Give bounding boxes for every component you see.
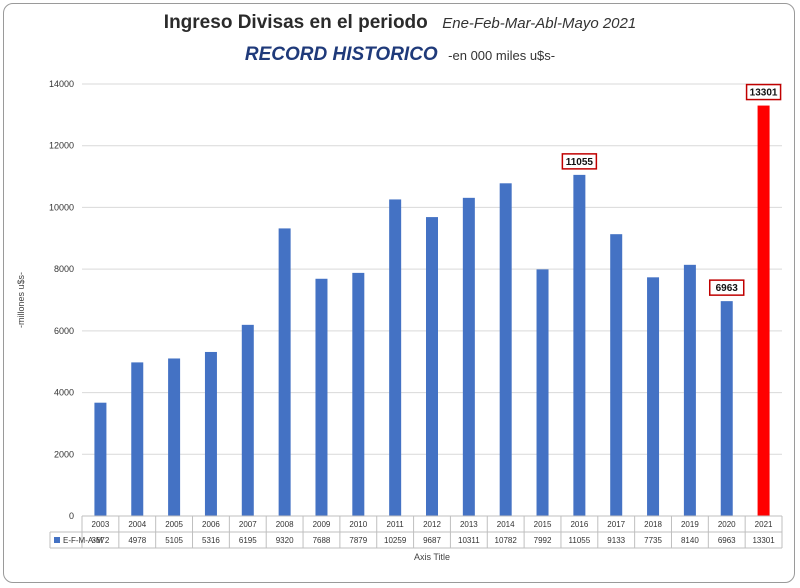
bar-2021 bbox=[757, 105, 770, 516]
y-tick-label: 2000 bbox=[54, 449, 74, 459]
callout-box-2021 bbox=[745, 83, 782, 101]
data-label: 8140 bbox=[681, 536, 699, 545]
data-label: 6195 bbox=[239, 536, 257, 545]
bar-2015 bbox=[536, 269, 549, 516]
x-tick-label: 2018 bbox=[644, 520, 662, 529]
data-label: 10259 bbox=[384, 536, 407, 545]
x-axis-title: Axis Title bbox=[414, 552, 450, 562]
x-tick-label: 2011 bbox=[387, 520, 405, 529]
x-tick-label: 2017 bbox=[607, 520, 625, 529]
x-tick-label: 2006 bbox=[202, 520, 220, 529]
series-name: E-F-M-A-M bbox=[63, 536, 103, 545]
x-tick-label: 2007 bbox=[239, 520, 257, 529]
bar-2013 bbox=[462, 197, 475, 516]
chart-title-line: Ingreso Divisas en el periodo Ene-Feb-Ma… bbox=[0, 12, 800, 34]
y-axis-title: -millones u$s- bbox=[16, 272, 26, 328]
bar-2009 bbox=[315, 278, 328, 516]
bar-2019 bbox=[683, 264, 696, 516]
data-label: 7735 bbox=[644, 536, 662, 545]
data-label: 9320 bbox=[276, 536, 294, 545]
bar-2017 bbox=[610, 234, 623, 517]
x-tick-label: 2004 bbox=[128, 520, 146, 529]
chart-subtitle: RECORD HISTORICO bbox=[244, 44, 438, 65]
x-tick-label: 2020 bbox=[718, 520, 736, 529]
y-tick-label: 8000 bbox=[54, 264, 74, 274]
data-label: 6963 bbox=[718, 536, 736, 545]
data-label: 9133 bbox=[607, 536, 625, 545]
chart-title: Ingreso Divisas en el periodo bbox=[163, 12, 428, 33]
data-label: 5316 bbox=[202, 536, 220, 545]
callout-label-2021: 13301 bbox=[750, 88, 778, 99]
bar-2018 bbox=[647, 277, 660, 516]
y-tick-label: 12000 bbox=[49, 141, 74, 151]
bar-2006 bbox=[204, 351, 217, 516]
data-label: 9687 bbox=[423, 536, 441, 545]
x-tick-label: 2010 bbox=[349, 520, 367, 529]
x-tick-label: 2008 bbox=[276, 520, 294, 529]
callout-label-2020: 6963 bbox=[716, 283, 739, 294]
data-label: 10782 bbox=[495, 536, 518, 545]
bar-2020 bbox=[720, 301, 733, 516]
data-label: 13301 bbox=[752, 536, 775, 545]
callout-label-2016: 11055 bbox=[566, 157, 594, 168]
x-tick-label: 2016 bbox=[570, 520, 588, 529]
x-tick-label: 2005 bbox=[165, 520, 183, 529]
y-tick-label: 4000 bbox=[54, 388, 74, 398]
x-tick-label: 2013 bbox=[460, 520, 478, 529]
bar-2003 bbox=[94, 402, 107, 516]
data-label: 5105 bbox=[165, 536, 183, 545]
data-label: 7688 bbox=[313, 536, 331, 545]
callout-box-2020 bbox=[708, 279, 745, 296]
callout-box-2016 bbox=[561, 153, 598, 170]
data-label: 11055 bbox=[569, 536, 591, 545]
x-tick-label: 2021 bbox=[755, 520, 773, 529]
bar-2010 bbox=[352, 272, 365, 516]
y-tick-label: 0 bbox=[69, 511, 74, 521]
data-label: 4978 bbox=[128, 536, 146, 545]
bar-2016 bbox=[573, 174, 586, 517]
chart-subtitle-line: RECORD HISTORICO -en 000 miles u$s- bbox=[0, 44, 800, 66]
bar-2004 bbox=[131, 362, 144, 516]
y-tick-label: 10000 bbox=[49, 202, 74, 212]
legend-swatch bbox=[54, 537, 60, 543]
x-tick-label: 2012 bbox=[423, 520, 441, 529]
x-tick-label: 2014 bbox=[497, 520, 515, 529]
x-tick-label: 2009 bbox=[313, 520, 331, 529]
bar-2005 bbox=[168, 358, 181, 516]
bar-2011 bbox=[389, 199, 402, 516]
chart-frame bbox=[3, 3, 795, 583]
data-label: 3672 bbox=[92, 536, 110, 545]
bar-2012 bbox=[426, 217, 438, 516]
bar-2014 bbox=[499, 183, 512, 516]
data-label: 7992 bbox=[534, 536, 552, 545]
bar-2007 bbox=[241, 324, 254, 516]
data-label: 10311 bbox=[458, 536, 480, 545]
chart-title-period: Ene-Feb-Mar-Abl-Mayo 2021 bbox=[442, 15, 637, 32]
chart-subtitle-units: -en 000 miles u$s- bbox=[448, 48, 556, 63]
x-tick-label: 2003 bbox=[92, 520, 110, 529]
y-tick-label: 6000 bbox=[54, 326, 74, 336]
x-tick-label: 2019 bbox=[681, 520, 699, 529]
bar-2008 bbox=[278, 228, 291, 516]
y-tick-label: 14000 bbox=[49, 79, 74, 89]
data-label: 7879 bbox=[349, 536, 367, 545]
x-tick-label: 2015 bbox=[534, 520, 552, 529]
